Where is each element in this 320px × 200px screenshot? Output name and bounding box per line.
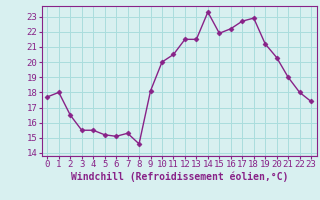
X-axis label: Windchill (Refroidissement éolien,°C): Windchill (Refroidissement éolien,°C): [70, 172, 288, 182]
